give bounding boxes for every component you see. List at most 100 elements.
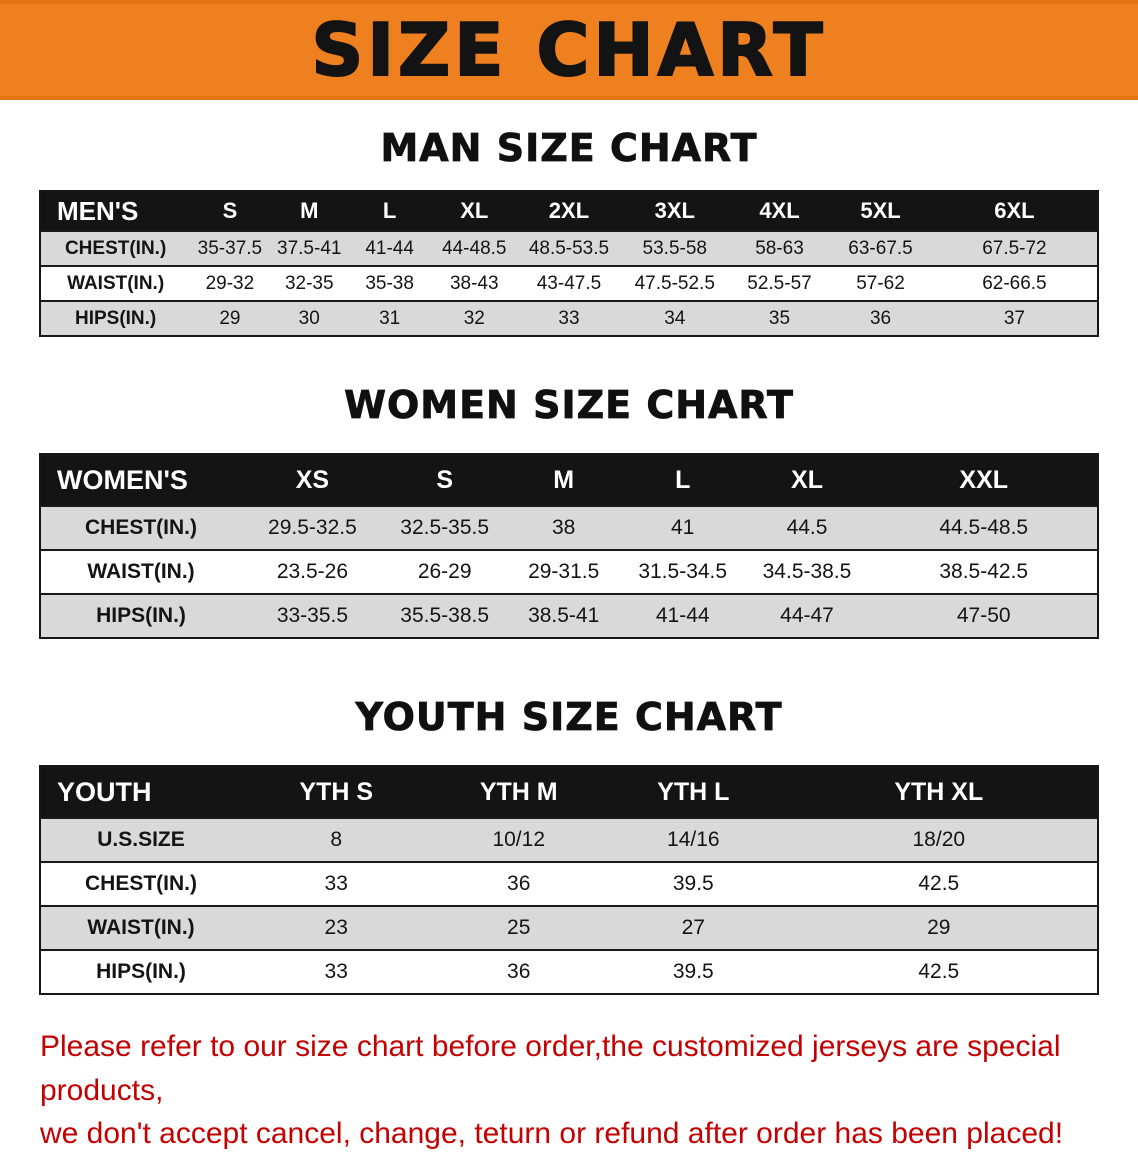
size-value: 32.5-35.5	[383, 505, 506, 550]
size-value: 32	[430, 300, 519, 336]
disclaimer-line-2: we don't accept cancel, change, teturn o…	[40, 1117, 1064, 1150]
size-value: 26-29	[383, 549, 506, 594]
column-header: S	[383, 454, 506, 506]
men-size-table: MEN'S S M L XL 2XL 3XL 4XL 5XL 6XL CHEST(IN.) 35-37…	[39, 190, 1099, 337]
column-header: XS	[241, 454, 384, 506]
row-label: HIPS(IN.)	[40, 300, 191, 336]
header-row: MEN'S S M L XL 2XL 3XL 4XL 5XL 6XL	[40, 191, 1098, 231]
size-value: 47.5-52.5	[619, 265, 730, 301]
column-header: 5XL	[829, 191, 932, 231]
size-value: 42.5	[780, 861, 1098, 906]
size-value: 29	[190, 300, 270, 336]
size-value: 52.5-57	[729, 265, 830, 301]
size-value: 41	[621, 505, 744, 550]
row-label: HIPS(IN.)	[40, 593, 242, 638]
women-size-table: WOMEN'S XS S M L XL XXL CHEST(IN.) 29.5-32.5 32.5…	[39, 453, 1099, 639]
size-value: 18/20	[780, 817, 1098, 862]
size-value: 44.5-48.5	[870, 505, 1098, 550]
size-value: 41-44	[621, 593, 744, 638]
column-header: XL	[743, 454, 871, 506]
row-label: CHEST(IN.)	[40, 861, 242, 906]
column-header: 2XL	[518, 191, 620, 231]
size-value: 30	[269, 300, 349, 336]
men-section-heading: MAN SIZE CHART	[380, 126, 758, 171]
disclaimer: Please refer to our size chart before or…	[40, 1025, 1102, 1156]
row-label: HIPS(IN.)	[40, 949, 242, 994]
column-header: S	[190, 191, 270, 231]
size-value: 44.5	[743, 505, 871, 550]
size-value: 36	[829, 300, 932, 336]
size-value: 37	[931, 300, 1098, 336]
disclaimer-line-1: Please refer to our size chart before or…	[40, 1030, 1061, 1107]
size-value: 23.5-26	[241, 549, 384, 594]
size-value: 25	[431, 905, 607, 950]
header-row: WOMEN'S XS S M L XL XXL	[40, 454, 1098, 506]
size-value: 39.5	[606, 861, 781, 906]
table-row: HIPS(IN.) 29 30 31 32 33 34 35 36 37	[40, 300, 1098, 336]
size-value: 35	[729, 300, 830, 336]
column-header: L	[621, 454, 744, 506]
header-row: YOUTH YTH S YTH M YTH L YTH XL	[40, 766, 1098, 818]
size-value: 57-62	[829, 265, 932, 301]
size-value: 41-44	[348, 230, 431, 266]
size-value: 39.5	[606, 949, 781, 994]
size-value: 38-43	[430, 265, 519, 301]
size-value: 34.5-38.5	[743, 549, 871, 594]
row-label: CHEST(IN.)	[40, 230, 191, 266]
page-title: SIZE CHART	[310, 7, 827, 93]
size-value: 10/12	[431, 817, 607, 862]
table-row: CHEST(IN.) 33 36 39.5 42.5	[40, 861, 1098, 906]
size-value: 31	[348, 300, 431, 336]
table-label: YOUTH	[40, 766, 242, 818]
size-value: 44-48.5	[430, 230, 519, 266]
size-value: 33	[241, 949, 432, 994]
size-value: 33	[241, 861, 432, 906]
size-value: 23	[241, 905, 432, 950]
column-header: M	[505, 454, 622, 506]
size-value: 37.5-41	[269, 230, 349, 266]
row-label: WAIST(IN.)	[40, 905, 242, 950]
size-value: 47-50	[870, 593, 1098, 638]
column-header: YTH M	[431, 766, 607, 818]
men-size-section: MAN SIZE CHART MEN'S S M L XL 2XL 3XL 4XL 5XL 6XL…	[0, 126, 1138, 337]
row-label: WAIST(IN.)	[40, 265, 191, 301]
column-header: 6XL	[931, 191, 1098, 231]
table-row: CHEST(IN.) 35-37.5 37.5-41 41-44 44-48.5 48.5…	[40, 230, 1098, 266]
table-row: CHEST(IN.) 29.5-32.5 32.5-35.5 38 41 44.5 44.5…	[40, 505, 1098, 550]
table-label: MEN'S	[40, 191, 191, 231]
size-value: 29.5-32.5	[241, 505, 384, 550]
size-value: 32-35	[269, 265, 349, 301]
table-row: HIPS(IN.) 33-35.5 35.5-38.5 38.5-41 41-44 44-…	[40, 593, 1098, 638]
size-value: 62-66.5	[931, 265, 1098, 301]
table-row: U.S.SIZE 8 10/12 14/16 18/20	[40, 817, 1098, 862]
women-size-section: WOMEN SIZE CHART WOMEN'S XS S M L XL XXL CHEST(…	[0, 383, 1138, 639]
size-value: 44-47	[743, 593, 871, 638]
row-label: CHEST(IN.)	[40, 505, 242, 550]
column-header: YTH L	[606, 766, 781, 818]
column-header: XXL	[870, 454, 1098, 506]
size-value: 14/16	[606, 817, 781, 862]
column-header: YTH XL	[780, 766, 1098, 818]
size-value: 34	[619, 300, 730, 336]
size-value: 43-47.5	[518, 265, 620, 301]
youth-section-heading: YOUTH SIZE CHART	[355, 695, 783, 740]
size-value: 29-31.5	[505, 549, 622, 594]
column-header: L	[348, 191, 431, 231]
youth-size-table: YOUTH YTH S YTH M YTH L YTH XL U.S.SIZE 8 10/12…	[39, 765, 1099, 995]
size-value: 42.5	[780, 949, 1098, 994]
table-row: HIPS(IN.) 33 36 39.5 42.5	[40, 949, 1098, 994]
size-value: 33-35.5	[241, 593, 384, 638]
size-value: 33	[518, 300, 620, 336]
size-value: 29-32	[190, 265, 270, 301]
size-value: 67.5-72	[931, 230, 1098, 266]
size-value: 36	[431, 861, 607, 906]
column-header: M	[269, 191, 349, 231]
size-value: 38	[505, 505, 622, 550]
size-value: 35-38	[348, 265, 431, 301]
row-label: U.S.SIZE	[40, 817, 242, 862]
column-header: XL	[430, 191, 519, 231]
size-value: 35.5-38.5	[383, 593, 506, 638]
row-label: WAIST(IN.)	[40, 549, 242, 594]
size-value: 38.5-42.5	[870, 549, 1098, 594]
